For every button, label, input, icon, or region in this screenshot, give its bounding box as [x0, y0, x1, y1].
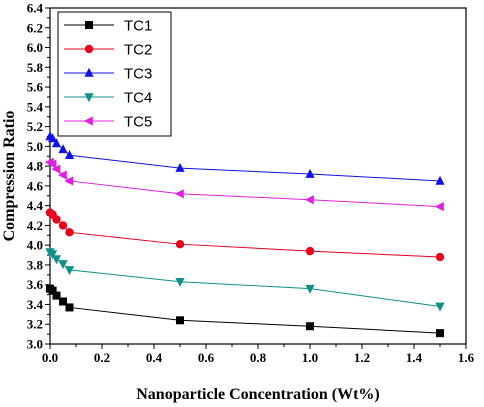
y-tick-label: 4.0: [27, 238, 43, 253]
data-point: [48, 250, 58, 260]
data-point: [305, 246, 315, 256]
y-tick-label: 3.2: [27, 317, 43, 332]
series-line: [49, 161, 441, 208]
legend-label: TC2: [124, 42, 152, 59]
data-point: [58, 260, 68, 270]
series-line: [49, 212, 441, 258]
series-line: [49, 136, 441, 182]
series-tc3: [45, 131, 445, 185]
data-point: [434, 202, 444, 212]
x-axis-title: Nanoparticle Concentration (Wt%): [136, 386, 380, 403]
x-tick-label: 0.2: [94, 350, 110, 365]
y-tick-label: 6.2: [27, 20, 43, 35]
y-tick-label: 3.4: [27, 297, 44, 312]
data-point: [64, 150, 75, 160]
legend: TC1 TC2 TC3 TC4 TC5: [57, 11, 172, 137]
y-tick-label: 5.6: [27, 80, 44, 95]
series-tc5: [44, 157, 444, 212]
legend-marker: [84, 44, 94, 54]
data-point: [175, 277, 185, 287]
x-tick-label: 0.0: [42, 350, 58, 365]
legend-marker: [85, 21, 93, 29]
y-tick-label: 3.8: [27, 257, 44, 272]
y-tick-label: 5.2: [27, 119, 43, 134]
y-tick-label: 5.8: [27, 60, 44, 75]
data-point: [51, 255, 62, 265]
y-tick-label: 6.4: [27, 1, 44, 16]
data-point: [305, 284, 315, 294]
data-point: [51, 138, 62, 148]
data-point: [52, 291, 61, 300]
data-point: [65, 228, 74, 237]
series-line: [49, 288, 441, 334]
y-tick-label: 3.0: [27, 337, 43, 352]
data-point: [435, 302, 445, 312]
data-point: [436, 329, 444, 338]
x-tick-label: 1.2: [354, 350, 370, 365]
x-tick-label: 0.6: [198, 350, 215, 365]
data-point: [435, 252, 445, 262]
x-tick-label: 1.6: [458, 350, 475, 365]
x-tick-label: 1.0: [302, 350, 318, 365]
data-point: [51, 164, 61, 174]
data-point: [58, 144, 68, 154]
data-point: [64, 176, 74, 186]
data-point: [48, 286, 57, 295]
legend-marker: [84, 93, 94, 103]
y-tick-label: 4.4: [27, 198, 44, 213]
x-tick-label: 1.4: [406, 350, 423, 365]
data-point: [52, 215, 61, 224]
series-tc1: [46, 284, 444, 338]
data-point: [58, 221, 68, 230]
y-tick-label: 3.6: [27, 277, 44, 292]
data-point: [57, 170, 67, 180]
data-point: [65, 303, 74, 312]
data-point: [174, 189, 184, 199]
legend-label: TC5: [124, 114, 152, 131]
y-axis-title: Compression Ratio: [1, 111, 18, 242]
data-point: [59, 297, 67, 306]
legend-label: TC4: [124, 90, 152, 107]
series-tc2: [45, 208, 445, 262]
data-point: [435, 175, 445, 185]
y-tick-label: 5.4: [27, 99, 44, 114]
legend-label: TC3: [124, 66, 152, 83]
x-tick-label: 0.8: [250, 350, 267, 365]
y-tick-label: 4.6: [27, 178, 44, 193]
data-point: [176, 316, 184, 325]
legend-box: [57, 11, 172, 137]
data-point: [47, 159, 57, 169]
legend-label: TC1: [124, 18, 152, 35]
series-tc4: [45, 248, 445, 312]
plot-area: 0.0 0.2 0.4 0.6 0.8 1.0 1.2 1.4 1.6 3.0 3.2 3.4 3.6 3…: [27, 1, 475, 366]
data-point: [175, 239, 185, 249]
data-point: [306, 322, 314, 331]
series-line: [49, 251, 441, 307]
y-tick-label: 6.0: [27, 40, 43, 55]
legend-marker: [84, 67, 94, 77]
data-point: [175, 162, 185, 172]
data-point: [48, 133, 58, 143]
y-tick-label: 5.0: [27, 139, 43, 154]
x-tick-label: 0.4: [146, 350, 163, 365]
data-point: [304, 195, 314, 205]
legend-marker: [83, 116, 93, 126]
y-tick-label: 4.2: [27, 218, 43, 233]
data-point: [64, 266, 75, 276]
y-tick-label: 4.8: [27, 159, 44, 174]
data-point: [305, 168, 315, 178]
